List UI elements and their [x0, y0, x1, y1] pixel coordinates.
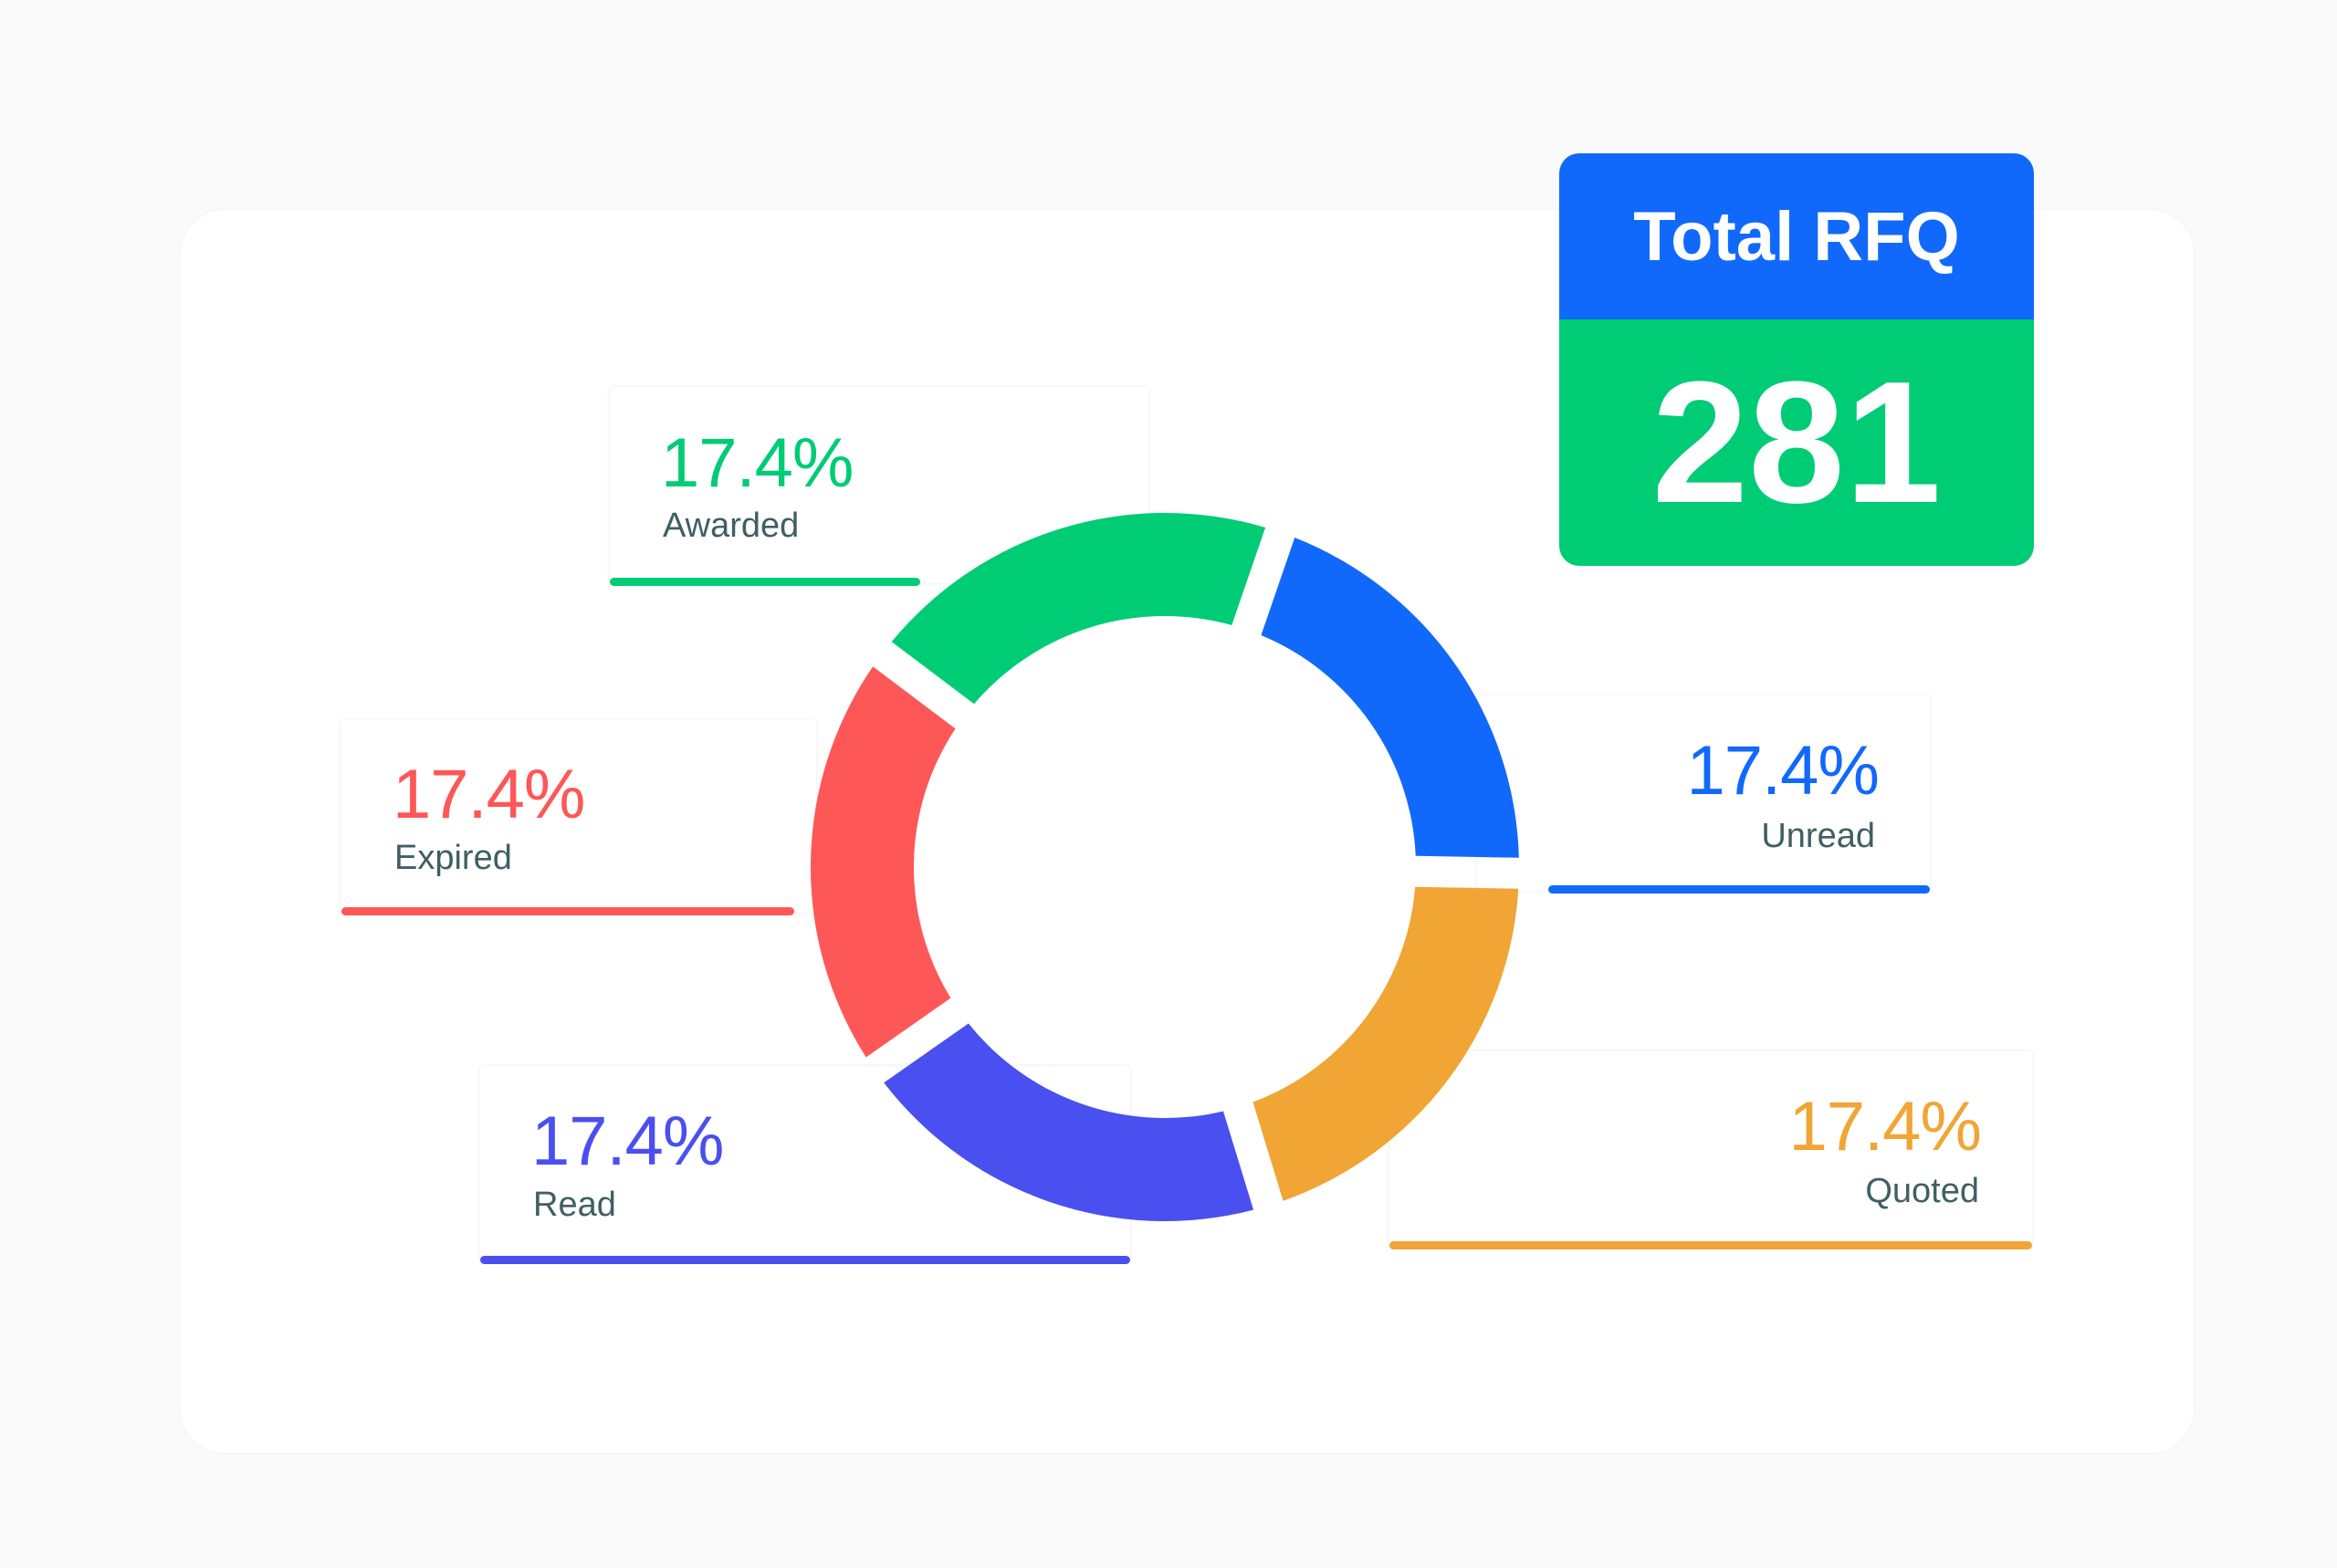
donut-slice-expired — [810, 666, 956, 1058]
read-underline — [480, 1256, 1130, 1264]
total-rfq-title: Total RFQ — [1559, 153, 2034, 319]
read-percent: 17.4% — [531, 1103, 724, 1180]
total-rfq-value: 281 — [1559, 319, 2034, 566]
donut-slice-awarded — [891, 513, 1266, 705]
label-card-quoted: 17.4% Quoted — [1389, 1051, 2032, 1249]
total-rfq-card: Total RFQ 281 — [1559, 153, 2034, 566]
awarded-label: Awarded — [663, 507, 800, 545]
donut-slice-quoted — [1252, 886, 1519, 1201]
read-label: Read — [533, 1186, 616, 1224]
label-card-unread: 17.4% Unread — [1477, 695, 1930, 894]
quoted-underline — [1389, 1241, 2032, 1249]
expired-percent: 17.4% — [393, 756, 585, 833]
unread-percent: 17.4% — [1686, 732, 1880, 810]
unread-label: Unread — [1761, 817, 1875, 855]
expired-underline — [341, 907, 794, 915]
quoted-percent: 17.4% — [1788, 1088, 1982, 1166]
quoted-label: Quoted — [1865, 1172, 1979, 1210]
awarded-percent: 17.4% — [661, 424, 854, 502]
label-card-expired: 17.4% Expired — [341, 719, 816, 915]
donut-slice-read — [884, 1023, 1254, 1221]
donut-slice-unread — [1261, 538, 1519, 858]
awarded-underline — [610, 578, 920, 586]
unread-underline — [1548, 885, 1930, 894]
expired-label: Expired — [394, 839, 512, 877]
